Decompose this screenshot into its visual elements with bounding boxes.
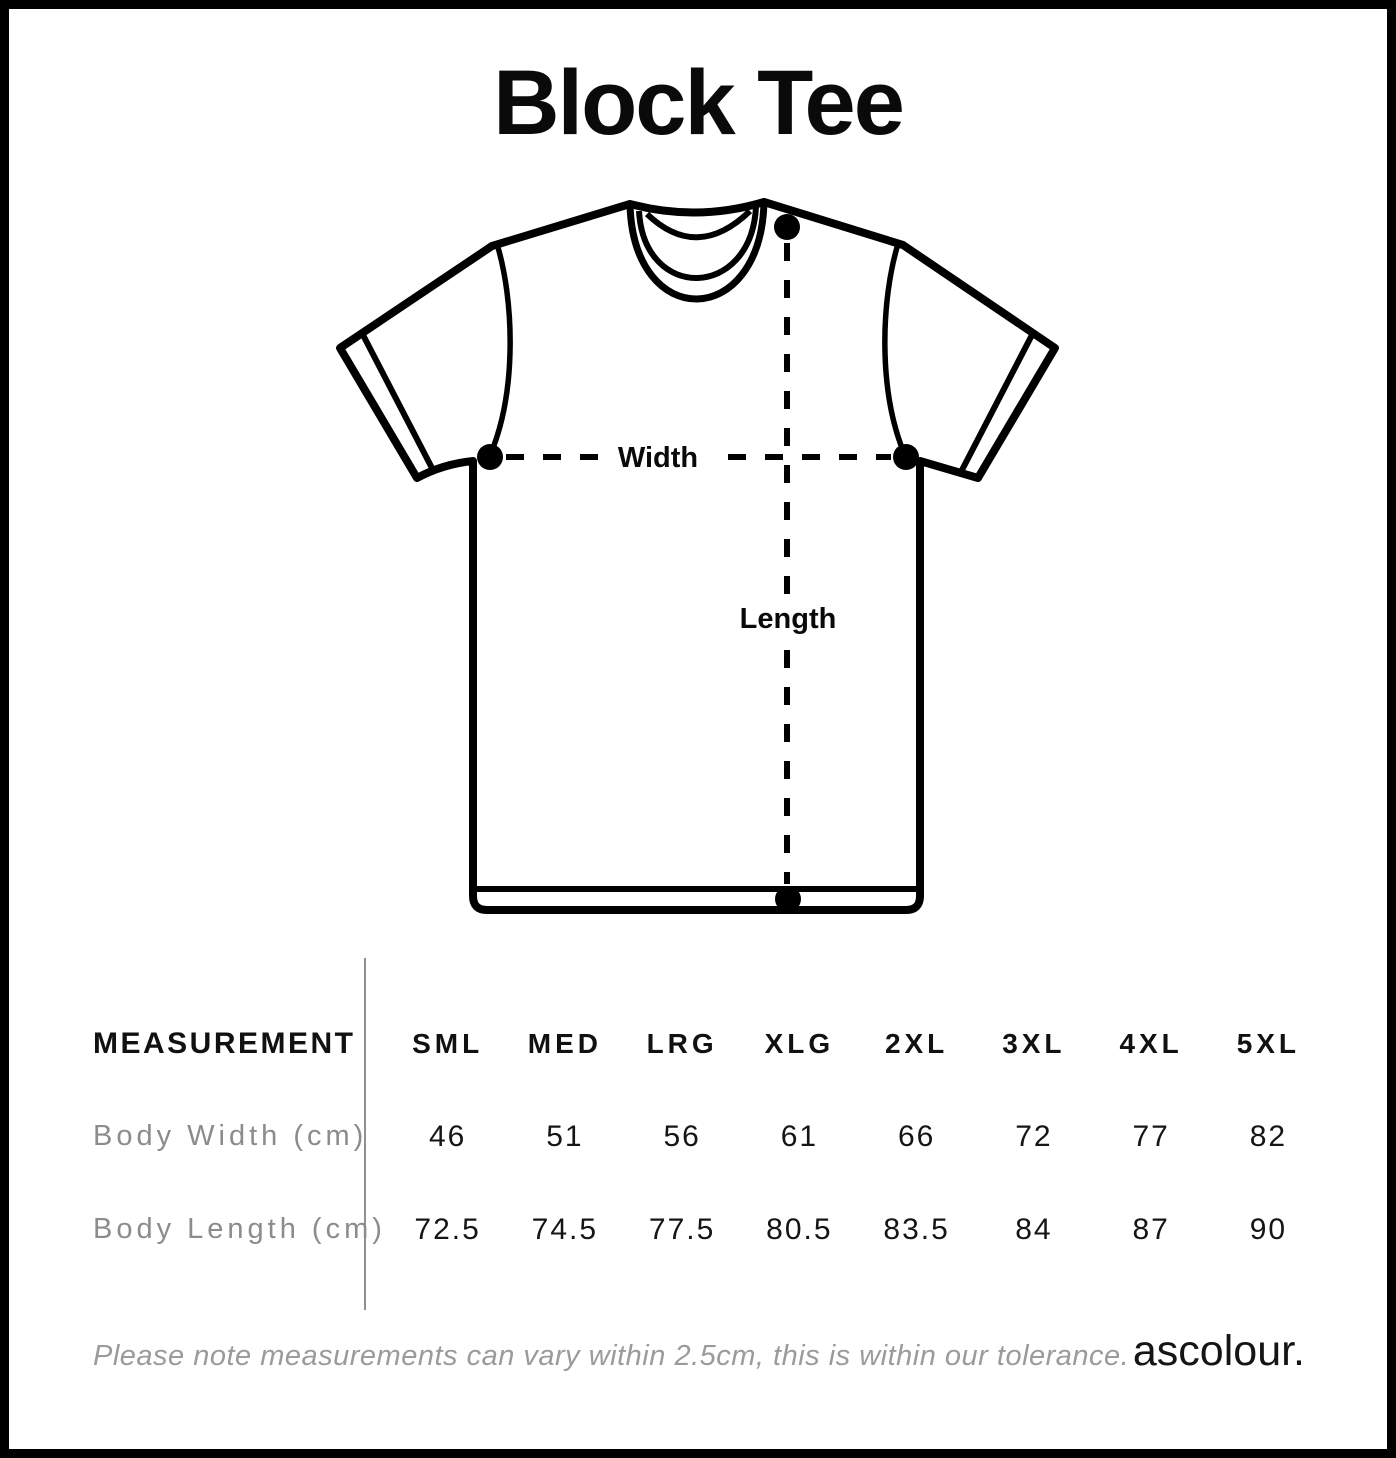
collar-outer-rib bbox=[626, 201, 768, 303]
length-label: Length bbox=[740, 603, 837, 635]
width-label: Width bbox=[618, 442, 698, 474]
size-col-header-lrg: LRG bbox=[646, 1027, 718, 1059]
right-armhole-seam bbox=[882, 243, 907, 455]
right-cuff-seam bbox=[959, 331, 1036, 472]
body-length-sml: 72.5 bbox=[414, 1212, 481, 1246]
hem-measure-point-dot bbox=[775, 886, 801, 912]
length-label-backplate bbox=[733, 596, 843, 640]
body-length-3xl: 84 bbox=[1015, 1212, 1053, 1246]
body-width-sml: 46 bbox=[428, 1119, 467, 1153]
size-col-header-5xl: 5XL bbox=[1236, 1027, 1301, 1059]
brand-logo: ascolour. bbox=[1132, 1327, 1305, 1375]
size-col-header-2xl: 2XL bbox=[884, 1027, 949, 1059]
body-width-row-label: Body Width (cm) bbox=[93, 1120, 368, 1152]
collar-back-seam bbox=[644, 208, 753, 241]
size-col-header-med: MED bbox=[527, 1027, 602, 1059]
left-cuff-seam bbox=[359, 331, 436, 472]
size-col-header-xlg: XLG bbox=[764, 1027, 835, 1059]
body-width-3xl: 72 bbox=[1015, 1119, 1053, 1153]
tolerance-note: Please note measurements can vary within… bbox=[93, 1340, 1130, 1372]
footer: Please note measurements can vary within… bbox=[93, 1327, 1305, 1376]
tshirt-measurement-diagram: Width Length bbox=[336, 198, 1059, 914]
width-label-backplate bbox=[605, 438, 711, 476]
body-length-row-label: Body Length (cm) bbox=[93, 1213, 386, 1245]
right-armpit-measure-point-dot bbox=[893, 444, 919, 470]
left-armhole-seam bbox=[488, 243, 513, 455]
size-col-header-3xl: 3XL bbox=[1002, 1027, 1066, 1059]
body-length-2xl: 83.5 bbox=[883, 1212, 950, 1246]
left-armpit-measure-point-dot bbox=[477, 444, 503, 470]
body-length-xlg: 80.5 bbox=[766, 1212, 833, 1246]
body-length-lrg: 77.5 bbox=[648, 1212, 716, 1246]
collar-inner-rib bbox=[636, 206, 759, 281]
body-width-2xl: 66 bbox=[897, 1119, 936, 1153]
table-divider-line bbox=[364, 958, 366, 1310]
body-width-5xl: 82 bbox=[1249, 1119, 1288, 1153]
size-col-header-sml: SML bbox=[412, 1027, 484, 1059]
body-width-lrg: 56 bbox=[663, 1119, 701, 1153]
body-width-4xl: 77 bbox=[1132, 1119, 1170, 1153]
shoulder-measure-point-dot bbox=[774, 214, 800, 240]
tshirt-outline bbox=[336, 198, 1059, 914]
size-col-header-4xl: 4XL bbox=[1119, 1027, 1183, 1059]
size-table-header-row: MEASUREMENT SML MED LRG XLG 2XL 3XL 4XL … bbox=[9, 997, 1387, 1090]
body-width-row: Body Width (cm) 46 51 56 61 66 72 77 82 bbox=[9, 1090, 1387, 1183]
body-length-4xl: 87 bbox=[1132, 1212, 1170, 1246]
size-table: MEASUREMENT SML MED LRG XLG 2XL 3XL 4XL … bbox=[9, 997, 1387, 1276]
body-width-xlg: 61 bbox=[780, 1119, 819, 1153]
body-length-5xl: 90 bbox=[1249, 1212, 1288, 1246]
measurement-column-header: MEASUREMENT bbox=[93, 1026, 356, 1060]
body-width-med: 51 bbox=[546, 1119, 584, 1153]
body-length-row: Body Length (cm) 72.5 74.5 77.5 80.5 83.… bbox=[9, 1183, 1387, 1276]
page-title: Block Tee bbox=[493, 52, 905, 154]
body-length-med: 74.5 bbox=[531, 1212, 599, 1246]
